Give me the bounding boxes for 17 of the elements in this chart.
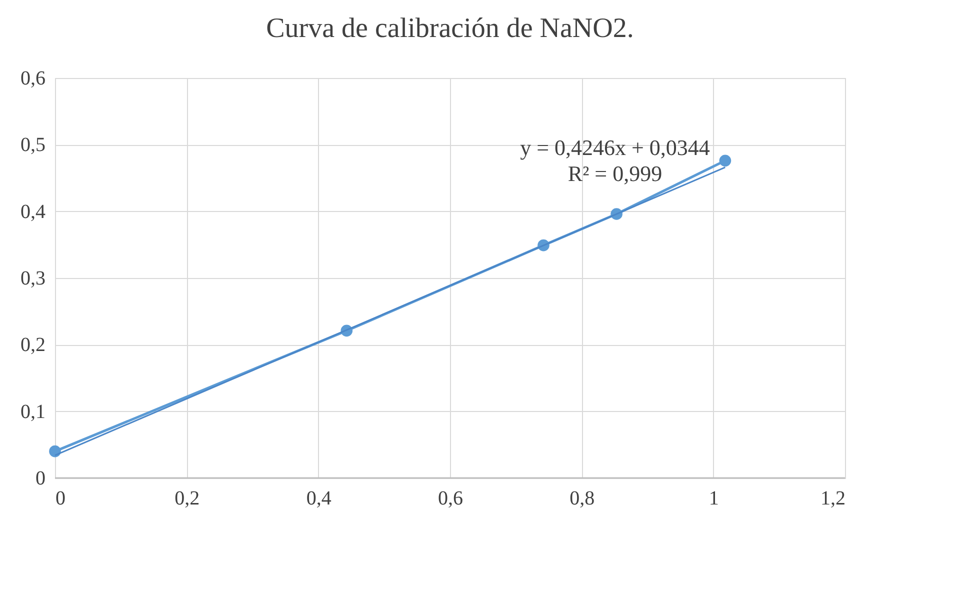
y-tick-label: 0,3 — [20, 268, 46, 290]
y-tick-label: 0,6 — [20, 68, 46, 90]
x-tick-label: 1 — [708, 488, 719, 510]
y-tick-label: 0,5 — [20, 134, 46, 156]
x-tick-label: 0 — [56, 488, 66, 510]
y-tick-label: 0 — [36, 468, 46, 490]
x-tick-label: 1,2 — [820, 488, 846, 510]
x-tick-label: 0,6 — [438, 488, 463, 510]
chart-title: Curva de calibración de NaNO2. — [266, 13, 634, 44]
x-tick-label: 0,8 — [570, 488, 595, 510]
annotation: y = 0,4246x + 0,0344 — [520, 135, 710, 160]
y-tick-label: 0,1 — [20, 400, 46, 423]
x-tick-label: 0,4 — [306, 488, 332, 510]
y-tick-label: 0,2 — [20, 334, 46, 356]
y-tick-label: 0,4 — [20, 200, 46, 223]
annotation: R² = 0,999 — [568, 161, 662, 186]
x-tick-label: 0,2 — [174, 488, 200, 510]
